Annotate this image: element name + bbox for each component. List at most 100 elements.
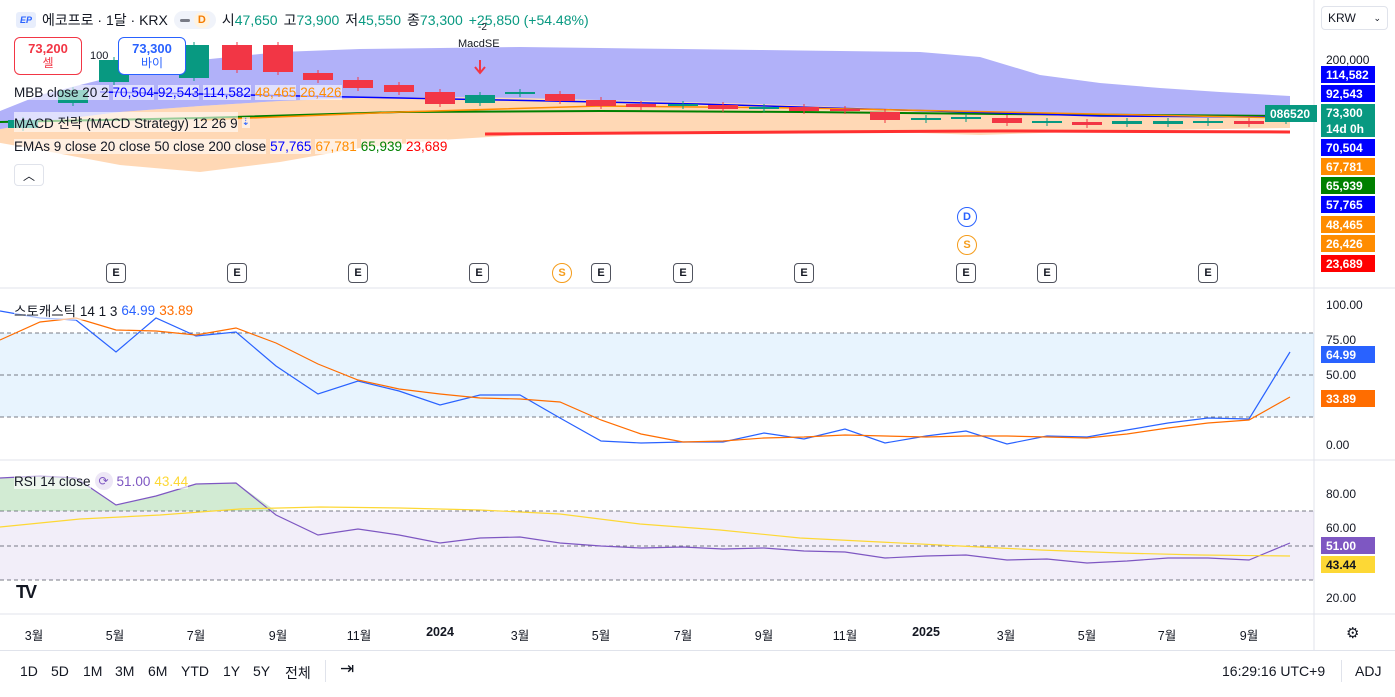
candle-body bbox=[1193, 121, 1223, 123]
symbol-title[interactable]: 에코프로 · 1달 · KRX bbox=[42, 12, 168, 28]
legend-macd[interactable]: MACD 전략 (MACD Strategy) 12 26 9 ⇣ bbox=[14, 112, 251, 132]
refresh-icon: ⟳ bbox=[94, 472, 113, 490]
buy-label: 바이 bbox=[140, 56, 164, 70]
legend-emas[interactable]: EMAs 9 close 20 close 50 close 200 close… bbox=[14, 139, 448, 154]
time-axis-label: 5월 bbox=[1077, 629, 1097, 643]
time-axis-label: 7월 bbox=[1157, 629, 1177, 643]
earnings-event-icon[interactable]: E bbox=[227, 263, 247, 283]
range-button[interactable]: 5D bbox=[51, 663, 69, 679]
range-button[interactable]: 1M bbox=[83, 663, 103, 679]
earnings-event-icon[interactable]: E bbox=[1037, 263, 1057, 283]
quantity-field[interactable]: 100 bbox=[90, 50, 109, 62]
price-axis-box: 73,300 bbox=[1321, 104, 1375, 121]
loading-icon: ⇣ bbox=[241, 116, 251, 128]
rsi-value-box: 51.00 bbox=[1321, 537, 1375, 554]
date-range-separator bbox=[325, 660, 326, 682]
earnings-event-icon[interactable]: E bbox=[106, 263, 126, 283]
goto-date-icon[interactable]: ⇥ bbox=[340, 659, 355, 678]
earnings-event-icon[interactable]: E bbox=[591, 263, 611, 283]
buy-button[interactable]: 73,300 바이 bbox=[118, 37, 186, 75]
bottom-toolbar bbox=[0, 650, 1395, 690]
stoch-axis-50: 50.00 bbox=[1326, 368, 1357, 382]
candle-body bbox=[303, 73, 333, 80]
price-change: +25,850 (+54.48%) bbox=[468, 12, 589, 28]
candle-body bbox=[992, 118, 1022, 123]
candle-body bbox=[951, 117, 981, 119]
candle-body bbox=[668, 104, 698, 106]
time-axis-label: 5월 bbox=[105, 629, 125, 643]
legend-mbb-upper: 92,543 bbox=[157, 85, 200, 100]
adj-toggle[interactable]: ADJ bbox=[1355, 663, 1382, 679]
earnings-event-icon[interactable]: E bbox=[1198, 263, 1218, 283]
clock[interactable]: 16:29:16 UTC+9 bbox=[1222, 663, 1326, 679]
split-event-icon[interactable]: S bbox=[552, 263, 572, 283]
collapse-legend-button[interactable]: ︿ bbox=[14, 164, 44, 186]
range-button[interactable]: 5Y bbox=[253, 663, 271, 679]
dividend-event-icon[interactable]: D bbox=[957, 207, 977, 227]
candle-body bbox=[222, 45, 252, 70]
legend-stoch-k: 64.99 bbox=[121, 302, 156, 318]
earnings-event-icon[interactable]: E bbox=[673, 263, 693, 283]
macd-signal-label: MacdSE bbox=[458, 38, 500, 50]
legend-emas-name: EMAs 9 close 20 close 50 close 200 close bbox=[14, 139, 267, 154]
status-pill[interactable]: D bbox=[173, 11, 216, 29]
candle-body bbox=[343, 80, 373, 88]
rsi-ma-line bbox=[0, 506, 1291, 557]
price-axis-box: 086520 bbox=[1265, 105, 1317, 122]
time-axis-label: 9월 bbox=[1239, 629, 1259, 643]
sell-price: 73,200 bbox=[28, 41, 68, 56]
candle-body bbox=[789, 107, 819, 111]
time-axis-label: 3월 bbox=[996, 629, 1016, 643]
legend-mbb-basis: 70,504 bbox=[112, 85, 154, 100]
ohlc-low: 저45,550 bbox=[345, 12, 402, 28]
legend-ema-50: 65,939 bbox=[360, 139, 403, 154]
range-button[interactable]: YTD bbox=[181, 663, 209, 679]
stoch-d-line bbox=[0, 317, 1291, 443]
stoch-axis-75: 75.00 bbox=[1326, 333, 1357, 347]
currency-select[interactable]: KRW ⌄ bbox=[1321, 6, 1388, 30]
legend-macd-name: MACD 전략 (MACD Strategy) 12 26 9 bbox=[14, 112, 238, 132]
ema-9-line bbox=[99, 91, 1291, 118]
price-axis-box: 67,781 bbox=[1321, 158, 1375, 175]
time-axis-label: 7월 bbox=[673, 629, 693, 643]
sell-label: 셀 bbox=[42, 56, 54, 70]
legend-stoch[interactable]: 스토캐스틱 14 1 3 64.99 33.89 bbox=[14, 300, 193, 320]
legend-mbb[interactable]: MBB close 20 2 70,504 92,543 114,582 48,… bbox=[14, 85, 342, 100]
price-axis-box: 26,426 bbox=[1321, 235, 1375, 252]
legend-ema-20: 67,781 bbox=[315, 139, 357, 154]
range-button[interactable]: 6M bbox=[148, 663, 168, 679]
time-axis-label: 3월 bbox=[24, 629, 44, 643]
earnings-event-icon[interactable]: E bbox=[956, 263, 976, 283]
legend-rsi-name: RSI 14 close bbox=[14, 473, 91, 489]
legend-mbb-lower: 48,465 bbox=[254, 85, 297, 100]
chart-settings-icon[interactable]: ⚙ bbox=[1346, 625, 1360, 642]
rsi-axis-60: 60.00 bbox=[1326, 521, 1357, 535]
tradingview-logo: TV bbox=[16, 582, 37, 602]
stoch-axis-100: 100.00 bbox=[1326, 298, 1363, 312]
time-axis-label: 3월 bbox=[510, 629, 530, 643]
split-event-icon[interactable]: S bbox=[957, 235, 977, 255]
range-button[interactable]: 1Y bbox=[223, 663, 241, 679]
mbb-upper-band bbox=[0, 47, 1290, 130]
range-button[interactable]: 1D bbox=[20, 663, 38, 679]
ohlc-close: 종73,300 bbox=[407, 12, 463, 28]
earnings-event-icon[interactable]: E bbox=[469, 263, 489, 283]
candle-body bbox=[1032, 121, 1062, 123]
stoch-k-line bbox=[0, 310, 1291, 445]
candle-body bbox=[263, 45, 293, 72]
symbol-header: EP 에코프로 · 1달 · KRX D 시47,650 고73,900 저45… bbox=[16, 10, 589, 30]
legend-rsi-value: 51.00 bbox=[116, 473, 151, 489]
price-axis-label: 200,000 bbox=[1326, 53, 1370, 67]
legend-mbb-upper2: 114,582 bbox=[203, 85, 251, 100]
candle-body bbox=[465, 95, 495, 103]
clock-separator bbox=[1341, 660, 1342, 682]
earnings-event-icon[interactable]: E bbox=[348, 263, 368, 283]
earnings-event-icon[interactable]: E bbox=[794, 263, 814, 283]
sell-button[interactable]: 73,200 셀 bbox=[14, 37, 82, 75]
range-button[interactable]: 전체 bbox=[285, 665, 311, 681]
time-axis-label: 5월 bbox=[591, 629, 611, 643]
range-button[interactable]: 3M bbox=[115, 663, 135, 679]
legend-rsi[interactable]: RSI 14 close ⟳ 51.00 43.44 bbox=[14, 472, 189, 490]
ohlc-open: 시47,650 bbox=[221, 12, 278, 28]
